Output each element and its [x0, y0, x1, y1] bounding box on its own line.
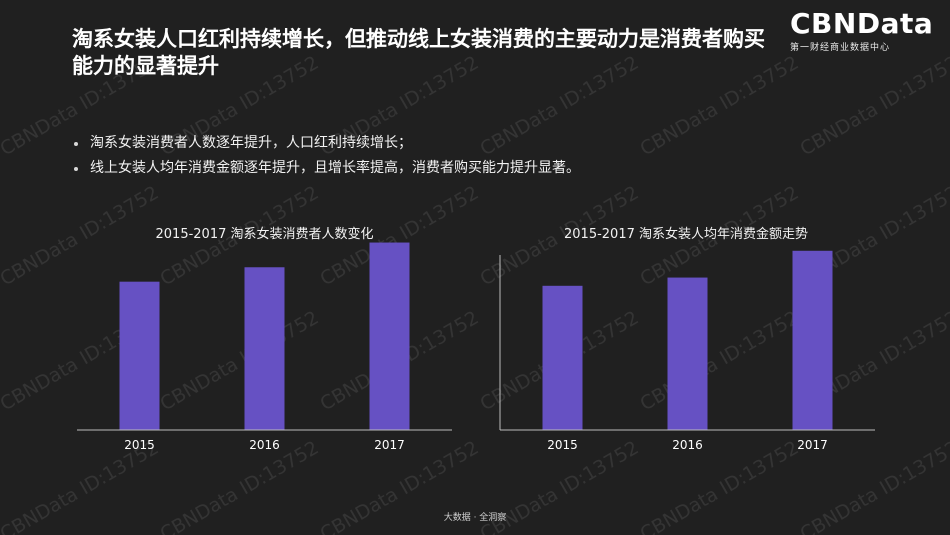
summary-bullets: 淘系女装消费者人数逐年提升，人口红利持续增长； 线上女装人均年消费金额逐年提升，… — [72, 131, 580, 181]
x-tick-label: 2017 — [797, 438, 828, 452]
x-tick-label: 2016 — [672, 438, 703, 452]
x-tick-label: 2015 — [124, 438, 155, 452]
x-tick-label: 2016 — [249, 438, 280, 452]
bullet-item: 淘系女装消费者人数逐年提升，人口红利持续增长； — [72, 131, 580, 156]
page-title: 淘系女装人口红利持续增长，但推动线上女装消费的主要动力是消费者购买能力的显著提升 — [72, 27, 765, 78]
bar-2015 — [119, 281, 160, 430]
footer-slogan: 大数据 · 全洞察 — [443, 513, 507, 523]
bar-2017 — [792, 250, 833, 430]
chart-1: 2015 2016 2017 — [77, 242, 452, 452]
chart-2: 2015 2016 2017 — [499, 250, 875, 452]
bullet-item: 线上女装人均年消费金额逐年提升，且增长率提高，消费者购买能力提升显著。 — [72, 156, 580, 181]
bar-2016 — [244, 267, 285, 430]
chart-title-spending: 2015-2017 淘系女装人均年消费金额走势 — [564, 227, 808, 242]
chart-title-consumers: 2015-2017 淘系女装消费者人数变化 — [155, 227, 374, 242]
x-tick-label: 2015 — [547, 438, 578, 452]
bar-2015 — [542, 285, 583, 430]
x-tick-label: 2017 — [374, 438, 405, 452]
bar-2017 — [369, 242, 410, 430]
logo-name: CBNData — [790, 7, 934, 40]
logo-subtitle: 第一财经商业数据中心 — [790, 43, 891, 53]
brand-logo: CBNData 第一财经商业数据中心 — [790, 7, 934, 54]
bar-2016 — [667, 277, 708, 430]
